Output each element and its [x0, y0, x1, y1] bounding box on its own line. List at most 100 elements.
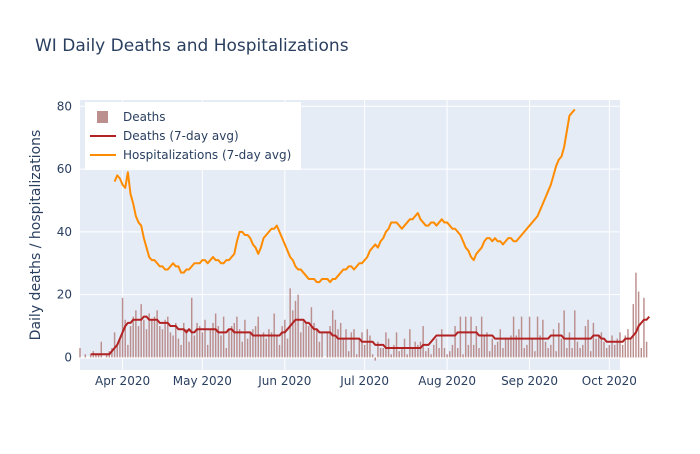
deaths-avg-line: [90, 315, 651, 356]
x-tick-label: Sep 2020: [501, 374, 558, 388]
deaths-bar: [212, 322, 214, 358]
deaths-bar: [395, 332, 398, 358]
deaths-bar: [526, 344, 528, 358]
deaths-bar: [204, 319, 206, 358]
deaths-bar: [305, 322, 307, 358]
deaths-bar: [457, 348, 459, 358]
x-tick-label: Jul 2020: [339, 374, 389, 388]
deaths-bar: [209, 329, 212, 358]
deaths-bar: [262, 332, 265, 358]
deaths-bar: [79, 348, 81, 358]
legend-label: Deaths (7-day avg): [123, 129, 239, 143]
y-tick-label: 80: [57, 99, 72, 113]
deaths-bar: [555, 351, 557, 358]
deaths-bar: [616, 338, 619, 358]
deaths-bar: [308, 326, 310, 358]
deaths-bar: [472, 344, 475, 358]
deaths-bar: [318, 341, 321, 358]
deaths-bar: [127, 344, 129, 358]
deaths-bar: [608, 344, 611, 358]
deaths-bar: [558, 322, 560, 358]
deaths-bar: [270, 332, 273, 358]
deaths-bar: [289, 288, 291, 358]
deaths-bar: [520, 316, 523, 358]
deaths-bar: [459, 316, 462, 358]
deaths-bar: [515, 335, 517, 358]
deaths-bar: [624, 335, 627, 358]
deaths-bar: [632, 304, 635, 358]
deaths-bar: [316, 329, 318, 358]
deaths-bar: [377, 341, 379, 358]
deaths-bar: [143, 319, 145, 358]
deaths-bar: [342, 338, 345, 358]
deaths-bar: [605, 348, 608, 358]
deaths-bar: [411, 348, 414, 358]
deaths-bar: [238, 329, 241, 358]
deaths-bar: [292, 310, 294, 358]
deaths-bar: [190, 297, 193, 358]
deaths-bar: [603, 341, 605, 358]
deaths-bar: [574, 310, 576, 358]
deaths-bar: [566, 348, 568, 358]
deaths-bar: [600, 332, 603, 358]
deaths-bar: [276, 335, 278, 358]
deaths-bar: [228, 329, 230, 358]
deaths-bar: [140, 304, 142, 358]
deaths-bar: [172, 335, 174, 358]
deaths-bar: [640, 348, 643, 358]
y-axis-label: Daily deaths / hospitalizations: [28, 130, 44, 341]
legend-label: Hospitalizations (7-day avg): [123, 148, 291, 162]
deaths-bar: [414, 341, 416, 358]
deaths-bar: [222, 316, 225, 358]
deaths-bar: [597, 335, 600, 358]
deaths-bar: [595, 338, 597, 358]
deaths-bar: [167, 316, 169, 358]
deaths-bar: [193, 335, 196, 358]
deaths-bar: [121, 297, 124, 358]
deaths-bar: [286, 338, 289, 358]
deaths-bar: [613, 344, 616, 358]
deaths-bar: [629, 338, 632, 358]
deaths-bar: [478, 348, 480, 358]
deaths-bar: [230, 326, 233, 358]
deaths-bar: [433, 344, 435, 358]
deaths-bar: [300, 332, 302, 358]
deaths-bar: [550, 344, 552, 358]
deaths-bar: [406, 354, 408, 358]
hospitalizations-avg-line: [113, 108, 576, 284]
x-tick-label: Aug 2020: [418, 374, 476, 388]
deaths-bar: [398, 351, 400, 358]
deaths-bar: [571, 348, 573, 358]
deaths-bar: [355, 354, 358, 358]
deaths-bar: [220, 335, 222, 358]
deaths-bar: [582, 344, 584, 358]
deaths-bar: [347, 351, 350, 358]
x-tick-label: Oct 2020: [582, 374, 637, 388]
deaths-bar: [369, 335, 371, 358]
deaths-bar: [313, 322, 315, 358]
deaths-bar: [621, 344, 624, 358]
legend-swatch-deaths: [97, 111, 108, 123]
deaths-bar: [382, 348, 384, 358]
deaths-bar: [100, 341, 103, 358]
deaths-bar: [475, 326, 478, 358]
deaths-bar: [153, 316, 156, 358]
deaths-bar: [129, 326, 132, 358]
deaths-bar: [619, 332, 621, 358]
deaths-bar: [326, 332, 329, 358]
deaths-bar: [201, 332, 204, 358]
deaths-bar: [214, 313, 217, 358]
deaths-bar: [116, 344, 118, 358]
deaths-bar: [265, 338, 267, 358]
deaths-bar: [278, 344, 281, 358]
deaths-bar: [512, 316, 515, 358]
deaths-bar: [435, 338, 438, 358]
deaths-bar: [379, 348, 382, 358]
deaths-bar: [119, 338, 121, 358]
deaths-bar: [257, 316, 259, 358]
deaths-bar: [337, 329, 339, 358]
x-tick-label: Jun 2020: [257, 374, 311, 388]
deaths-bar: [422, 326, 424, 358]
